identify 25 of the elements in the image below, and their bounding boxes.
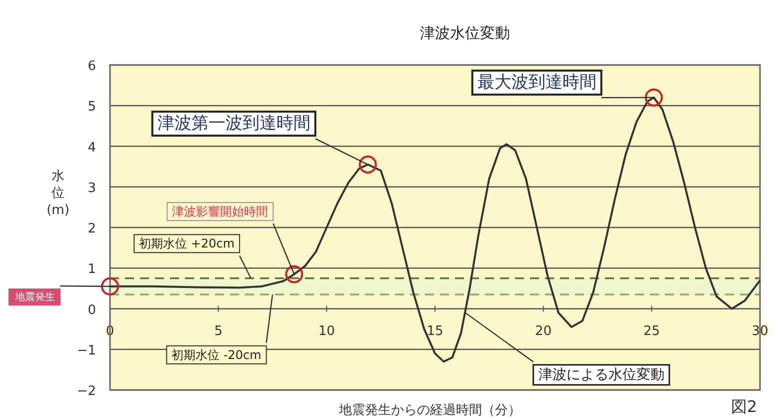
annotation: 津波第一波到達時間	[157, 114, 310, 134]
annotation: 津波による水位変動	[538, 366, 664, 383]
y-tick-label: 5	[88, 100, 96, 115]
ref-line-label: 初期水位 +20cm	[139, 236, 235, 251]
annotation: 津波影響開始時間	[172, 204, 268, 219]
y-tick-label: 4	[88, 140, 96, 156]
ref-line-label: 初期水位 -20cm	[172, 348, 262, 362]
y-tick-label: 2	[88, 222, 96, 236]
y-tick-label: 1	[88, 262, 96, 278]
x-tick-label: 10	[318, 324, 335, 339]
y-tick-label: 3	[88, 180, 96, 196]
y-tick-label: −1	[76, 343, 96, 358]
x-tick-label: 5	[214, 324, 222, 339]
chart-title: 津波水位変動	[420, 24, 510, 42]
caption: 図2	[730, 397, 757, 416]
x-tick-label: 20	[535, 324, 552, 339]
annotation: 地震発生	[14, 291, 55, 304]
y-axis-title: 水位(m)	[46, 169, 70, 218]
x-tick-label: 15	[426, 324, 444, 339]
y-tick-label: −2	[76, 384, 96, 399]
x-tick-label: 25	[643, 324, 660, 339]
y-tick-label: 6	[88, 59, 96, 74]
y-tick-label: 0	[88, 302, 96, 318]
annotation: 最大波到達時間	[477, 72, 596, 93]
x-axis-title: 地震発生からの経過時間（分）	[338, 403, 521, 418]
